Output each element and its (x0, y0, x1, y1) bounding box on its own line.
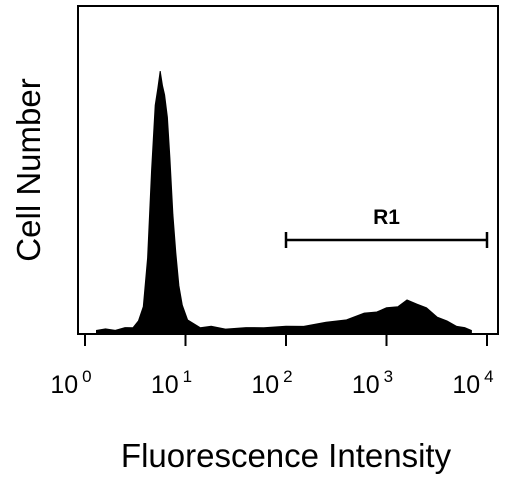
x-tick-label: 10 4 (452, 367, 493, 399)
x-axis-ticks: 10 0 10 1 10 2 10 3 10 4 (50, 334, 494, 399)
x-tick-base: 10 (251, 371, 279, 399)
x-tick-exponent: 2 (283, 367, 292, 386)
plot-frame (77, 5, 499, 335)
gate-label: R1 (373, 206, 400, 229)
gate-r1: R1 (284, 206, 489, 248)
x-tick-label: 10 3 (352, 367, 393, 399)
x-tick-exponent: 0 (82, 367, 91, 386)
y-axis-label: Cell Number (10, 78, 47, 261)
x-tick-exponent: 4 (484, 367, 493, 386)
x-tick-label: 10 0 (50, 367, 91, 399)
x-tick-base: 10 (452, 371, 480, 399)
histogram-area (96, 71, 472, 334)
x-tick-exponent: 1 (183, 367, 192, 386)
x-tick-base: 10 (352, 371, 380, 399)
x-tick-base: 10 (151, 371, 179, 399)
x-axis-label: Fluorescence Intensity (121, 437, 452, 474)
x-tick-exponent: 3 (384, 367, 393, 386)
x-tick-base: 10 (50, 371, 78, 399)
x-tick-label: 10 1 (151, 367, 192, 399)
x-tick-label: 10 2 (251, 367, 292, 399)
